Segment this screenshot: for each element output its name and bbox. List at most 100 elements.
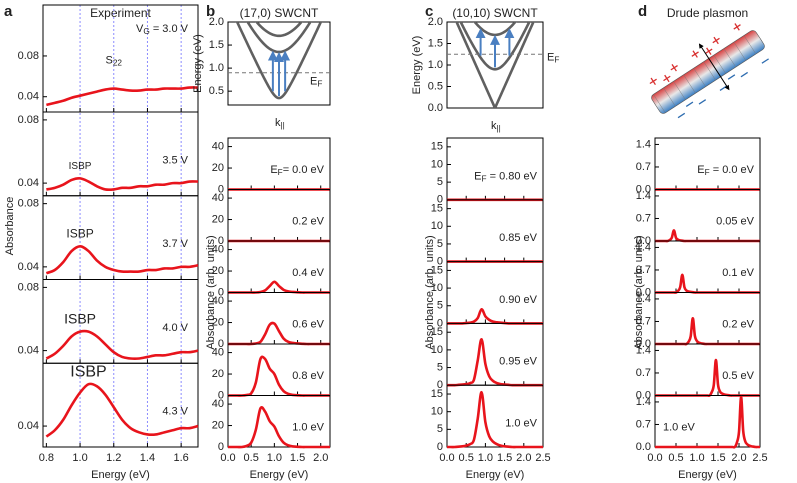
band — [473, 22, 517, 37]
subplot-label: 0.2 eV — [292, 215, 324, 227]
y-tick-label: 20 — [212, 162, 224, 174]
y-axis-label: Absorbance (arb. units) — [424, 235, 436, 349]
x-tick-label: 1.4 — [140, 452, 155, 464]
y-tick-label: 5 — [437, 423, 443, 435]
subplot-label-part: E — [697, 164, 704, 176]
y-tick-label: 0.5 — [428, 80, 443, 92]
subplot-label: 0.8 eV — [292, 370, 324, 382]
y-tick-label: 5 — [437, 361, 443, 373]
y-tick-label: 5 — [437, 300, 443, 312]
x-tick-label: 1.0 — [267, 452, 282, 464]
x-axis-label: k|| — [491, 120, 501, 133]
y-tick-label: 20 — [212, 419, 224, 431]
x-tick-label: 2.5 — [752, 452, 767, 464]
y-tick-label: 0.04 — [18, 261, 39, 273]
annotation: ISBP — [69, 161, 92, 172]
subplot-frame — [446, 384, 544, 448]
x-tick-label: 1.5 — [710, 452, 725, 464]
x-axis-label: Energy (eV) — [91, 469, 150, 481]
y-tick-label: 20 — [212, 265, 224, 277]
subplot-label-part: V — [136, 23, 144, 35]
y-tick-label: 0.7 — [636, 315, 651, 327]
y-tick-label: 0.5 — [209, 85, 224, 97]
y-tick-label: 0.08 — [18, 281, 39, 293]
y-tick-label: 0 — [437, 379, 443, 391]
subplot-frame — [42, 362, 199, 448]
annotation: S22 — [105, 54, 122, 67]
y-tick-label: 15 — [431, 203, 443, 215]
subplot-label: 0.2 eV — [722, 318, 754, 330]
y-tick-label: 15 — [431, 388, 443, 400]
subplot-frame — [227, 395, 331, 448]
y-tick-label: 0 — [218, 338, 224, 350]
y-tick-label: 1.4 — [636, 293, 651, 305]
subplot-label-part: E — [270, 164, 277, 176]
y-tick-label: 0 — [437, 194, 443, 206]
y-tick-label: 0.0 — [636, 441, 651, 453]
x-tick-label: 2.5 — [535, 452, 550, 464]
x-tick-label: 2.0 — [313, 452, 328, 464]
y-tick-label: 40 — [212, 346, 224, 358]
plot-frame — [227, 21, 331, 106]
y-tick-label: 0 — [218, 286, 224, 298]
panel-letter: d — [638, 3, 647, 20]
y-tick-label: 0.0 — [636, 286, 651, 298]
annotation-part: S — [105, 54, 112, 66]
y-tick-label: 5 — [437, 238, 443, 250]
curve — [45, 329, 199, 361]
y-tick-label: 10 — [431, 220, 443, 232]
y-axis-label: Energy (eV) — [192, 34, 204, 93]
y-tick-label: 0 — [218, 389, 224, 401]
subplot-label: 1.0 eV — [505, 417, 537, 429]
curve — [45, 245, 199, 275]
y-tick-label: 1.4 — [636, 344, 651, 356]
y-tick-label: 1.0 — [428, 59, 443, 71]
subplot-label: EF = 0.80 eV — [474, 170, 538, 183]
subplot-label: 1.0 eV — [663, 421, 695, 433]
x-tick-label: 1.0 — [478, 452, 493, 464]
x-tick-label: 0.0 — [220, 452, 235, 464]
y-tick-label: 0.7 — [636, 418, 651, 430]
subplot-label: 0.95 eV — [499, 356, 538, 368]
nanotube — [651, 30, 765, 114]
band — [235, 22, 323, 100]
y-tick-label: 0.7 — [636, 367, 651, 379]
subplot-label: 0.5 eV — [722, 370, 754, 382]
y-tick-label: 1.5 — [428, 37, 443, 49]
nanotube-illustration — [649, 23, 769, 119]
y-axis-label: Absorbance (arb. units) — [633, 235, 645, 349]
y-tick-label: 20 — [212, 213, 224, 225]
x-axis-label: Energy (eV) — [678, 469, 737, 481]
y-tick-label: 40 — [212, 243, 224, 255]
x-tick-label: 0.8 — [39, 452, 54, 464]
panel-title: Drude plasmon — [667, 6, 748, 20]
annotation: ISBP — [64, 310, 96, 326]
curve — [447, 390, 543, 449]
annotation: ISBP — [70, 363, 106, 380]
y-tick-label: 0.04 — [18, 345, 39, 357]
band — [254, 22, 304, 38]
subplot-label: 4.3 V — [162, 406, 188, 418]
subplot-label-part: G — [143, 27, 149, 36]
y-tick-label: 40 — [212, 295, 224, 307]
x-tick-label: 1.6 — [174, 452, 189, 464]
x-axis-label-part: k — [275, 117, 281, 129]
curve — [228, 405, 330, 449]
subplot-label-part: E — [474, 170, 481, 182]
y-tick-label: 1.5 — [209, 39, 224, 51]
band — [246, 22, 312, 54]
annotation: ISBP — [66, 226, 93, 240]
fermi-label-part: E — [547, 51, 554, 63]
y-tick-label: 0.08 — [18, 198, 39, 210]
curve — [45, 382, 199, 438]
x-tick-label: 0.5 — [244, 452, 259, 464]
panel-letter: c — [425, 3, 433, 20]
x-axis-label-part: || — [497, 124, 501, 133]
y-tick-label: 1.4 — [636, 190, 651, 202]
x-tick-label: 2.0 — [731, 452, 746, 464]
y-tick-label: 0.0 — [636, 235, 651, 247]
y-tick-label: 1.4 — [636, 396, 651, 408]
x-tick-label: 2.0 — [516, 452, 531, 464]
y-tick-label: 0.0 — [428, 102, 443, 114]
